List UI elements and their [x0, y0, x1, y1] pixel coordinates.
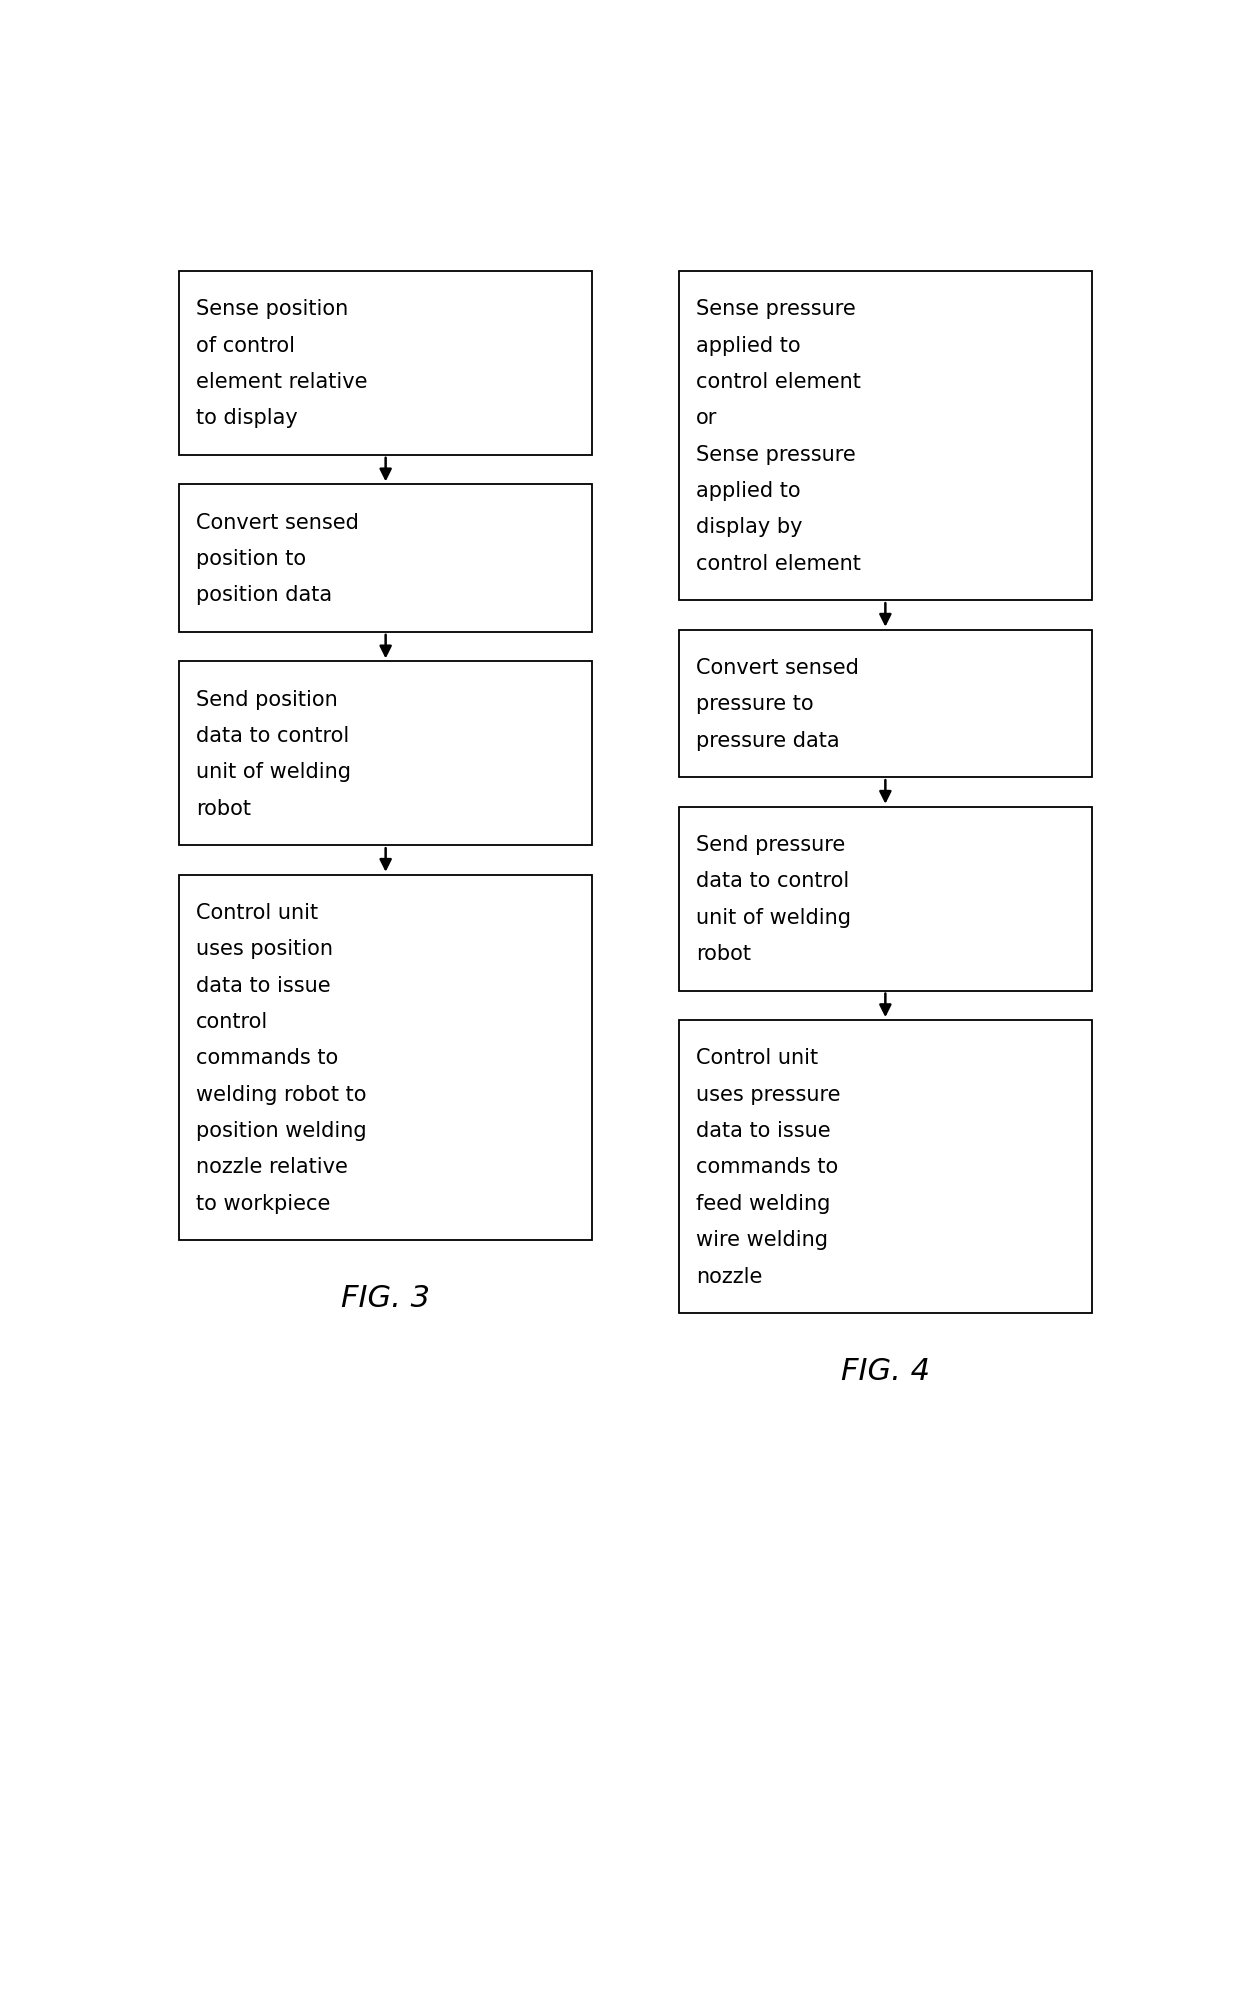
- Bar: [678, 807, 1092, 991]
- Text: display by: display by: [696, 518, 802, 538]
- Text: robot: robot: [696, 943, 751, 963]
- Text: applied to: applied to: [696, 482, 801, 502]
- Text: data to issue: data to issue: [196, 975, 331, 995]
- Text: Convert sensed: Convert sensed: [196, 512, 360, 532]
- Text: unit of welding: unit of welding: [696, 907, 851, 927]
- Text: Convert sensed: Convert sensed: [696, 658, 859, 678]
- Text: Send pressure: Send pressure: [696, 835, 846, 855]
- Bar: [678, 630, 1092, 779]
- Text: commands to: commands to: [696, 1156, 838, 1176]
- Text: data to control: data to control: [696, 871, 849, 891]
- Text: nozzle: nozzle: [696, 1266, 763, 1286]
- Bar: [179, 662, 593, 845]
- Text: wire welding: wire welding: [696, 1230, 828, 1250]
- Text: Control unit: Control unit: [696, 1048, 818, 1068]
- Bar: [179, 486, 593, 632]
- Text: control: control: [196, 1012, 269, 1032]
- Text: or: or: [696, 407, 718, 427]
- Text: nozzle relative: nozzle relative: [196, 1156, 348, 1176]
- Bar: [678, 1020, 1092, 1313]
- Text: uses pressure: uses pressure: [696, 1084, 841, 1104]
- Text: of control: of control: [196, 335, 295, 355]
- Text: unit of welding: unit of welding: [196, 763, 351, 783]
- Text: to workpiece: to workpiece: [196, 1194, 331, 1212]
- Text: Control unit: Control unit: [196, 903, 319, 923]
- Text: element relative: element relative: [196, 371, 368, 391]
- Text: data to control: data to control: [196, 727, 350, 747]
- Text: to display: to display: [196, 407, 298, 427]
- Text: Sense position: Sense position: [196, 299, 348, 319]
- Text: Sense pressure: Sense pressure: [696, 444, 856, 464]
- Text: data to issue: data to issue: [696, 1120, 831, 1140]
- Text: commands to: commands to: [196, 1048, 339, 1068]
- Text: robot: robot: [196, 799, 252, 819]
- Text: position data: position data: [196, 586, 332, 606]
- Text: pressure to: pressure to: [696, 694, 813, 714]
- Text: position welding: position welding: [196, 1120, 367, 1140]
- Text: FIG. 4: FIG. 4: [841, 1357, 930, 1385]
- Bar: [179, 271, 593, 456]
- Text: FIG. 3: FIG. 3: [341, 1282, 430, 1313]
- Text: pressure data: pressure data: [696, 731, 839, 751]
- Text: uses position: uses position: [196, 939, 334, 959]
- Text: control element: control element: [696, 554, 861, 574]
- Bar: [179, 875, 593, 1240]
- Text: welding robot to: welding robot to: [196, 1084, 367, 1104]
- Text: control element: control element: [696, 371, 861, 391]
- Bar: [678, 271, 1092, 600]
- Text: Send position: Send position: [196, 690, 339, 708]
- Text: applied to: applied to: [696, 335, 801, 355]
- Text: Sense pressure: Sense pressure: [696, 299, 856, 319]
- Text: position to: position to: [196, 548, 306, 568]
- Text: feed welding: feed welding: [696, 1194, 831, 1212]
